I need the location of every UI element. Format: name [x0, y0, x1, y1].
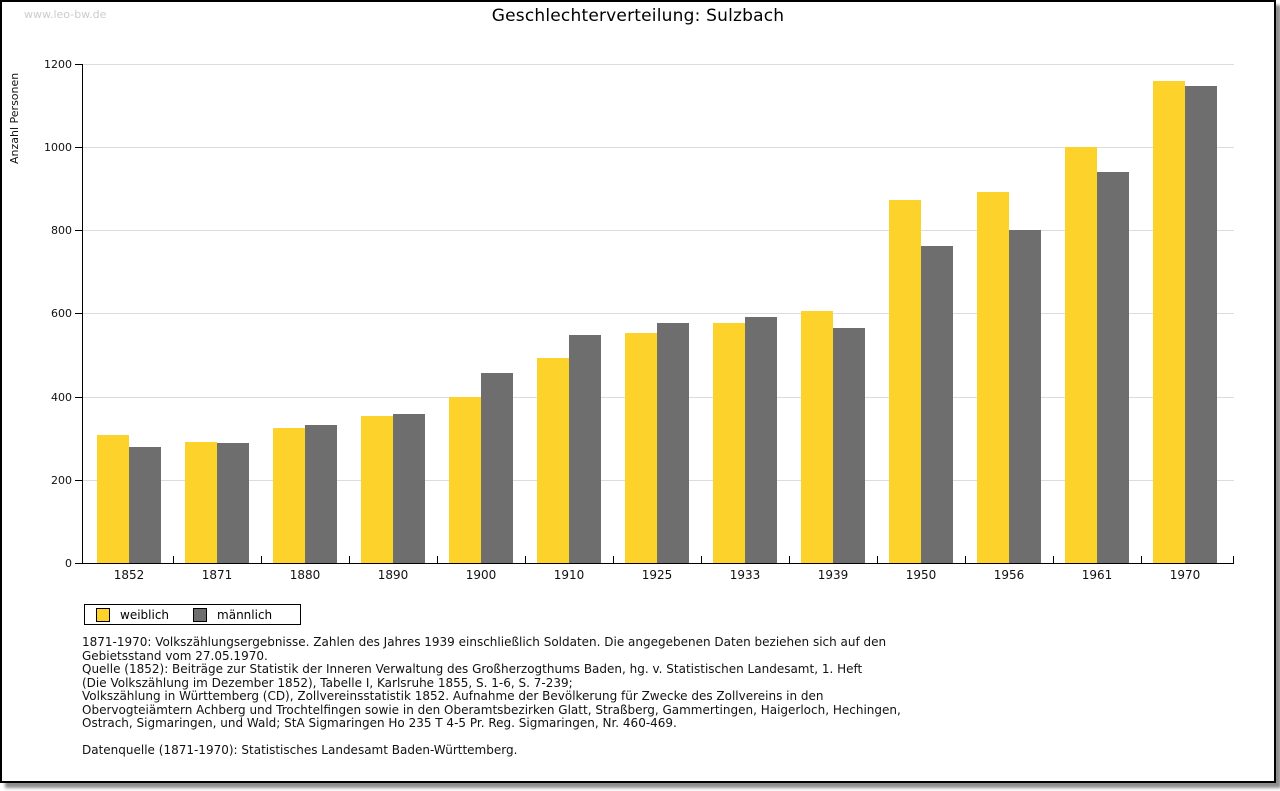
footnotes: 1871-1970: Volkszählungsergebnisse. Zahl… [82, 635, 901, 731]
x-tick-10 [965, 556, 966, 563]
bar-weiblich-1925 [625, 333, 657, 563]
bar-männlich-1852 [129, 447, 161, 563]
bar-männlich-1925 [657, 323, 689, 563]
x-tick-9 [877, 556, 878, 563]
x-tick-4 [437, 556, 438, 563]
legend-item-männlich: männlich [193, 607, 273, 622]
x-tick-11 [1053, 556, 1054, 563]
bar-männlich-1939 [833, 328, 865, 563]
x-tick-label-1852: 1852 [113, 568, 145, 582]
y-tick-label-1000: 1000 [44, 141, 72, 154]
bar-männlich-1880 [305, 425, 337, 563]
bar-weiblich-1871 [185, 442, 217, 563]
y-tick-label-800: 800 [51, 224, 72, 237]
bar-weiblich-1939 [801, 311, 833, 563]
y-tick-0 [75, 563, 82, 564]
x-tick-label-1939: 1939 [817, 568, 849, 582]
bar-männlich-1933 [745, 317, 777, 563]
x-tick-label-1970: 1970 [1169, 568, 1201, 582]
watermark: www.leo-bw.de [24, 8, 107, 21]
legend-swatch-weiblich [96, 607, 110, 622]
x-tick-label-1950: 1950 [905, 568, 937, 582]
bar-weiblich-1970 [1153, 81, 1185, 563]
bar-männlich-1961 [1097, 172, 1129, 563]
legend-swatch-männlich [193, 607, 208, 622]
bar-männlich-1890 [393, 414, 425, 563]
x-tick-label-1880: 1880 [289, 568, 321, 582]
x-tick-label-1910: 1910 [553, 568, 585, 582]
y-tick-label-1200: 1200 [44, 58, 72, 71]
legend-item-weiblich: weiblich [96, 607, 170, 622]
bar-männlich-1950 [921, 246, 953, 563]
x-tick-7 [701, 556, 702, 563]
datasource-note: Datenquelle (1871-1970): Statistisches L… [82, 743, 518, 757]
footnote-line-7: Ostrach, Sigmaringen, und Wald; StA Sigm… [82, 716, 677, 730]
x-tick-right-edge [1233, 556, 1234, 563]
footnote-line-1: 1871-1970: Volkszählungsergebnisse. Zahl… [82, 635, 887, 649]
y-tick-800 [75, 230, 82, 231]
footnote-line-3: Quelle (1852): Beiträge zur Statistik de… [82, 662, 863, 676]
gridline-800 [83, 230, 1234, 231]
plot-area: 0 200 400 600 800 1000 1200 1852 1871 1880 1890 190… [44, 59, 1234, 582]
y-axis-label: Anzahl Personen [8, 72, 21, 164]
footnote-line-2: Gebietsstand vom 27.05.1970. [82, 648, 268, 663]
bar-weiblich-1961 [1065, 147, 1097, 563]
footnote-line-5: Volkszählung in Württemberg (CD), Zollve… [82, 689, 824, 703]
bar-weiblich-1852 [97, 435, 129, 563]
chart-title: Geschlechterverteilung: Sulzbach [491, 6, 785, 26]
x-tick-label-1956: 1956 [993, 568, 1025, 582]
y-tick-200 [75, 480, 82, 481]
bar-männlich-1910 [569, 335, 601, 563]
y-tick-label-200: 200 [51, 474, 72, 487]
bar-weiblich-1900 [449, 397, 481, 563]
bar-männlich-1900 [481, 373, 513, 563]
bar-weiblich-1890 [361, 416, 393, 563]
bar-männlich-1956 [1009, 230, 1041, 563]
y-tick-label-600: 600 [51, 307, 72, 320]
footnote-line-4: (Die Volkszählung im Dezember 1852), Tab… [82, 675, 573, 690]
x-tick-1 [173, 556, 174, 563]
y-tick-label-0: 0 [65, 557, 72, 570]
x-tick-5 [525, 556, 526, 563]
x-tick-12 [1141, 556, 1142, 563]
bar-weiblich-1933 [713, 323, 745, 563]
y-tick-1200 [75, 64, 82, 65]
legend: weiblich männlich [84, 604, 301, 625]
y-tick-400 [75, 397, 82, 398]
bar-weiblich-1880 [273, 428, 305, 563]
x-tick-3 [349, 556, 350, 563]
bar-weiblich-1950 [889, 200, 921, 563]
x-tick-label-1961: 1961 [1081, 568, 1113, 582]
y-tick-1000 [75, 147, 82, 148]
x-tick-label-1871: 1871 [201, 568, 233, 582]
x-tick-label-1925: 1925 [641, 568, 673, 582]
bar-weiblich-1956 [977, 192, 1009, 563]
footnote-line-6: Obervogteiämtern Achberg und Trochtelfin… [82, 702, 901, 717]
legend-label-weiblich: weiblich [120, 607, 170, 622]
x-tick-label-1933: 1933 [729, 568, 761, 582]
y-tick-label-400: 400 [51, 391, 72, 404]
legend-label-männlich: männlich [217, 607, 273, 622]
x-tick-label-1900: 1900 [465, 568, 497, 582]
gridline-600 [83, 313, 1234, 314]
bar-männlich-1970 [1185, 86, 1217, 563]
x-tick-8 [789, 556, 790, 563]
x-tick-label-1890: 1890 [377, 568, 409, 582]
y-tick-600 [75, 313, 82, 314]
bar-männlich-1871 [217, 443, 249, 563]
gridline-1000 [83, 147, 1234, 148]
x-tick-2 [261, 556, 262, 563]
x-tick-6 [613, 556, 614, 563]
bar-weiblich-1910 [537, 358, 569, 563]
gridline-1200 [83, 64, 1234, 65]
